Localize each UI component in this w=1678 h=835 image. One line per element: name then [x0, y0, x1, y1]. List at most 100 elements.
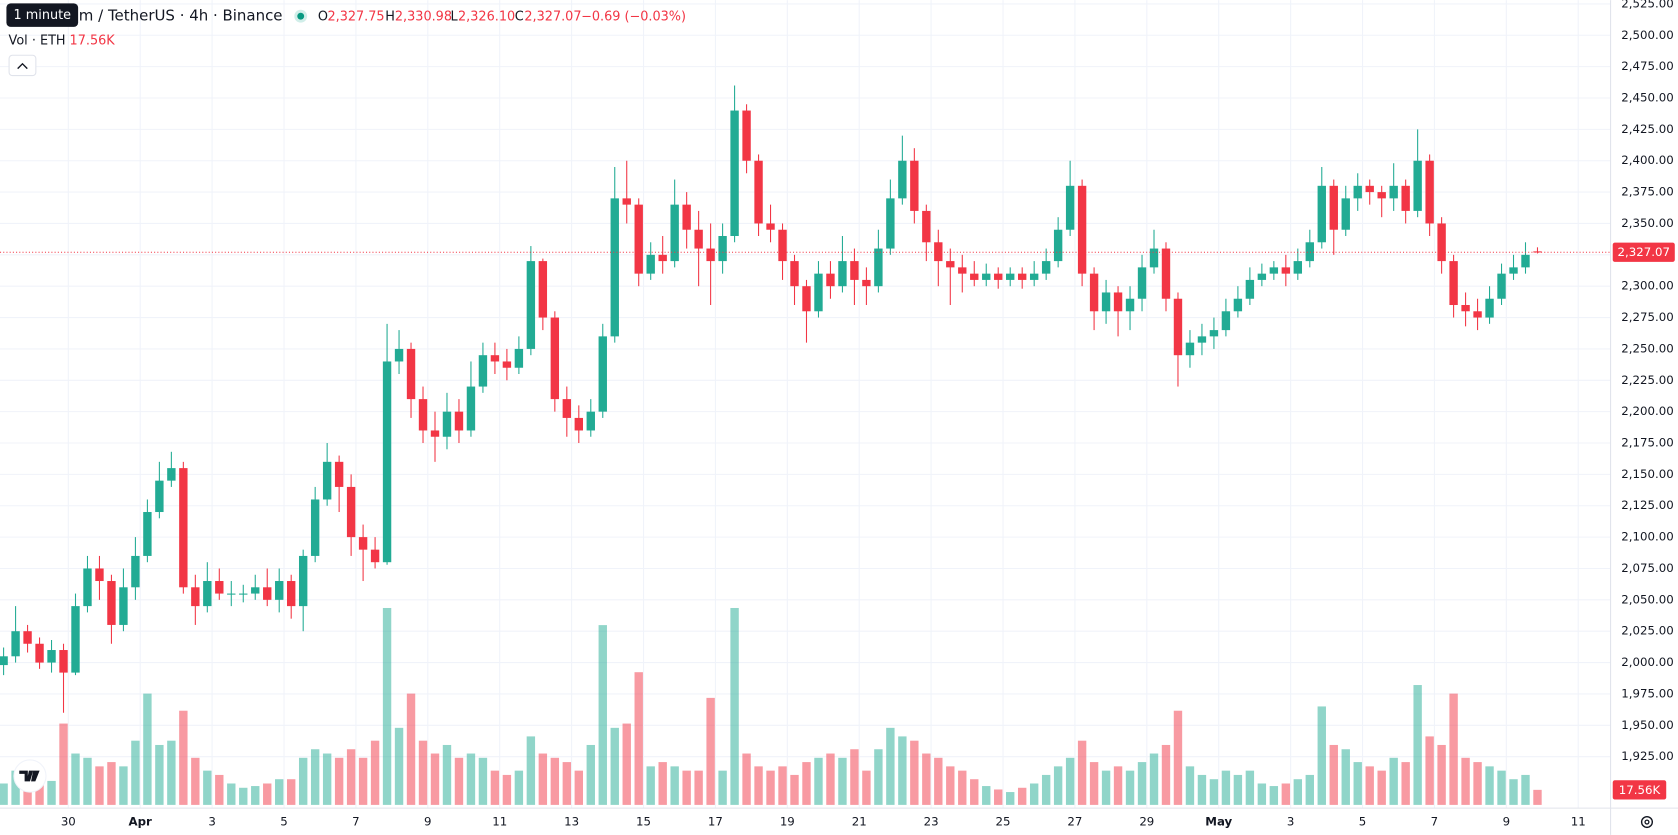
volume-bar — [1317, 706, 1326, 805]
candle-body — [898, 160, 907, 199]
volume-bar — [454, 757, 464, 805]
candle-body — [239, 593, 248, 595]
volume-bar — [838, 757, 847, 805]
candle-body — [1053, 229, 1063, 262]
y-tick-label: 2,450.00 — [1621, 90, 1673, 104]
volume-bar — [1377, 770, 1386, 805]
volume-bar — [550, 757, 560, 805]
settings-icon[interactable] — [1640, 815, 1654, 829]
volume-bar — [1281, 783, 1291, 805]
candle-body — [1185, 342, 1195, 356]
x-tick-label: 3 — [1287, 815, 1295, 829]
tv-logo — [13, 759, 47, 793]
candle-body — [1521, 254, 1530, 268]
candle-body — [1101, 292, 1111, 312]
candle-body — [1293, 261, 1303, 274]
volume-bar — [1449, 693, 1458, 805]
candle-body — [1533, 251, 1542, 253]
candle-body — [550, 317, 560, 400]
candle-body — [1221, 311, 1231, 331]
x-tick-label: 13 — [564, 815, 579, 829]
y-tick-label: 1,950.00 — [1621, 718, 1673, 732]
x-tick-label: 30 — [61, 815, 76, 829]
volume-bar — [526, 736, 536, 805]
candle-body — [466, 386, 476, 431]
volume-bar — [970, 779, 979, 805]
candle-body — [287, 581, 296, 607]
volume-bar — [934, 757, 943, 805]
volume-bar — [83, 757, 92, 805]
candle-body — [1245, 279, 1255, 299]
candle-body — [790, 261, 799, 287]
candle-body — [1365, 185, 1374, 193]
volume-bar — [982, 786, 991, 805]
collapse-button[interactable] — [8, 54, 37, 77]
volume-bar — [71, 753, 80, 805]
candle-body — [179, 468, 188, 588]
volume-bar — [370, 740, 380, 805]
candle-body — [934, 242, 943, 262]
volume-bar — [1425, 736, 1434, 805]
volume-bar — [1125, 770, 1135, 805]
volume-bar — [239, 787, 248, 805]
low-value: 2,326.10 — [458, 10, 515, 25]
volume-bar — [1161, 744, 1171, 805]
candle-body — [1113, 292, 1123, 312]
y-tick-label: 2,500.00 — [1621, 28, 1673, 42]
candle-body — [874, 248, 883, 287]
close-value: 2,327.07 — [524, 10, 581, 25]
volume-bar — [1245, 770, 1255, 805]
volume-bar — [1006, 792, 1015, 805]
volume-bar — [1437, 744, 1446, 805]
candle-body — [35, 643, 44, 663]
x-tick-label: 21 — [852, 815, 867, 829]
candle-body — [1029, 273, 1039, 280]
volume-bar — [1065, 757, 1075, 805]
y-tick-label: 2,025.00 — [1621, 624, 1673, 638]
volume-bar — [574, 770, 583, 805]
candle-body — [1125, 298, 1135, 312]
last-volume-label: 17.56K — [1619, 783, 1661, 797]
volume-bar — [1485, 766, 1494, 805]
volume-bar — [826, 753, 835, 805]
candle-body — [850, 261, 859, 280]
open-label: O — [318, 10, 328, 25]
x-tick-label: 7 — [352, 815, 360, 829]
settings[interactable] — [1640, 815, 1654, 829]
candle-body — [1233, 298, 1243, 312]
candle-body — [574, 417, 583, 431]
volume-bar — [310, 749, 320, 805]
candle-body — [1041, 261, 1051, 274]
candle-body — [1281, 267, 1291, 274]
close-label: C — [515, 10, 524, 25]
tooltip-box — [6, 3, 79, 27]
volume-bar — [874, 749, 883, 805]
volume-bar — [1077, 740, 1087, 805]
candle-body — [1197, 336, 1207, 343]
y-tick-label: 2,000.00 — [1621, 655, 1673, 669]
candle-body — [1077, 185, 1087, 274]
x-tick-label: 27 — [1067, 815, 1082, 829]
volume-bar — [227, 783, 236, 805]
candle-body — [1137, 267, 1147, 299]
volume-bar — [538, 753, 548, 805]
volume-bar — [1185, 766, 1195, 805]
candle-body — [994, 273, 1003, 280]
volume-bar — [1113, 766, 1123, 805]
volume-bar — [155, 744, 164, 805]
candle-body — [538, 261, 548, 318]
candle-body — [490, 355, 500, 362]
volume-layer — [0, 607, 1542, 805]
volume-label: Vol · ETH — [9, 33, 66, 48]
candle-body — [922, 210, 931, 243]
y-tick-label: 2,525.00 — [1621, 0, 1673, 10]
candle-body — [862, 279, 871, 287]
candle-body — [778, 229, 787, 262]
candle-body — [251, 587, 260, 594]
volume-bar — [322, 753, 332, 805]
candle-body — [1473, 311, 1482, 318]
x-tick-label: 11 — [1571, 815, 1586, 829]
y-tick-label: 2,425.00 — [1621, 122, 1673, 136]
volume-bar — [658, 762, 667, 805]
